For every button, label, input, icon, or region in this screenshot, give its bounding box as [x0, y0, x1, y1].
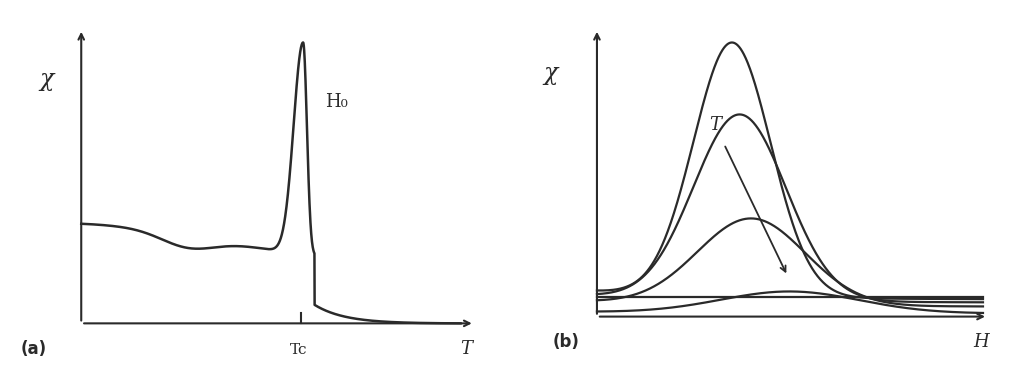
- Text: H₀: H₀: [325, 93, 347, 111]
- Text: T: T: [710, 117, 722, 135]
- Text: χ: χ: [544, 62, 558, 85]
- Text: T: T: [460, 340, 472, 358]
- Text: H: H: [973, 333, 988, 351]
- Text: (b): (b): [553, 333, 580, 351]
- Text: Tc: Tc: [290, 343, 307, 357]
- Text: (a): (a): [20, 340, 47, 358]
- Text: χ: χ: [39, 68, 54, 91]
